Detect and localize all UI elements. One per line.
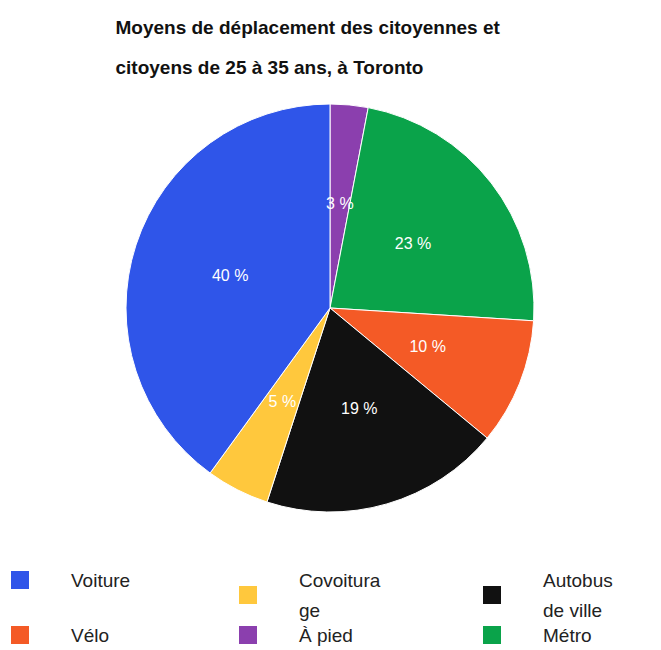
svg-text:40 %: 40 % (212, 267, 248, 284)
svg-text:ge: ge (299, 600, 320, 621)
svg-text:À pied: À pied (299, 625, 353, 646)
svg-text:Moyens de déplacement des cito: Moyens de déplacement des citoyennes et (116, 17, 506, 38)
svg-text:10 %: 10 % (409, 338, 445, 355)
svg-text:Métro: Métro (543, 625, 592, 646)
svg-text:23 %: 23 % (395, 235, 431, 252)
svg-text:Autobus: Autobus (543, 570, 618, 591)
svg-text:3 %: 3 % (326, 195, 354, 212)
svg-text:citoyens de 25 à 35 ans, à Tor: citoyens de 25 à 35 ans, à Toronto (116, 57, 424, 78)
svg-text:de ville: de ville (543, 600, 602, 621)
svg-text:5 %: 5 % (269, 393, 297, 410)
svg-text:Covoitura: Covoitura (299, 570, 381, 591)
svg-text:19 %: 19 % (341, 400, 377, 417)
svg-text:Vélo: Vélo (71, 625, 109, 646)
svg-text:Voiture: Voiture (71, 570, 130, 591)
